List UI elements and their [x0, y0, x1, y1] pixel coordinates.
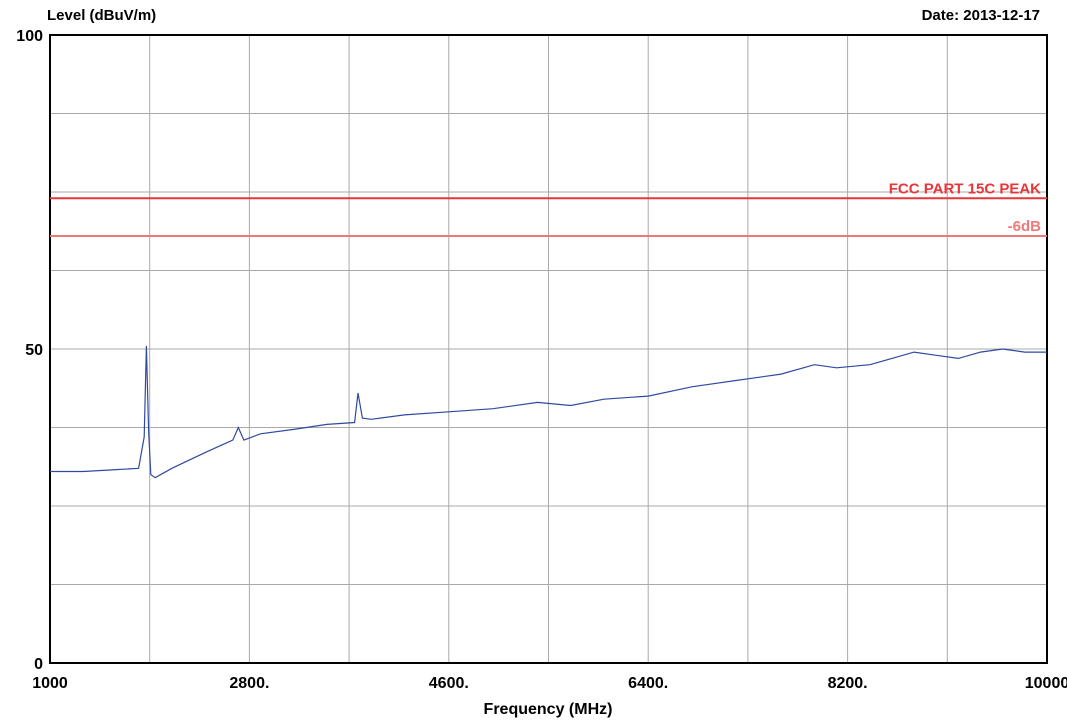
x-tick-label: 6400. — [628, 675, 668, 692]
plot-frame — [49, 34, 1048, 664]
series-line — [50, 345, 1047, 479]
x-axis-title: Frequency (MHz) — [484, 701, 613, 718]
y-tick-label: 50 — [25, 342, 43, 359]
x-tick-label: 8200. — [828, 675, 868, 692]
limit-line-label: FCC PART 15C PEAK — [889, 180, 1041, 197]
limit-line-label: -6dB — [1008, 218, 1042, 235]
x-tick-label: 1000 — [32, 675, 68, 692]
x-tick-label: 10000 — [1025, 675, 1067, 692]
date-label: Date: 2013-12-17 — [922, 7, 1040, 24]
y-tick-label: 100 — [16, 28, 43, 45]
x-tick-label: 4600. — [429, 675, 469, 692]
y-axis-title: Level (dBuV/m) — [47, 7, 156, 24]
x-tick-label: 2800. — [229, 675, 269, 692]
tick-labels: 1000 2800. 4600. 6400. 8200. 10000 0 50 100 — [16, 28, 1067, 692]
y-tick-label: 0 — [34, 656, 43, 673]
grid-lines — [50, 35, 1047, 663]
limit-lines: FCC PART 15C PEAK -6dB — [50, 180, 1047, 237]
